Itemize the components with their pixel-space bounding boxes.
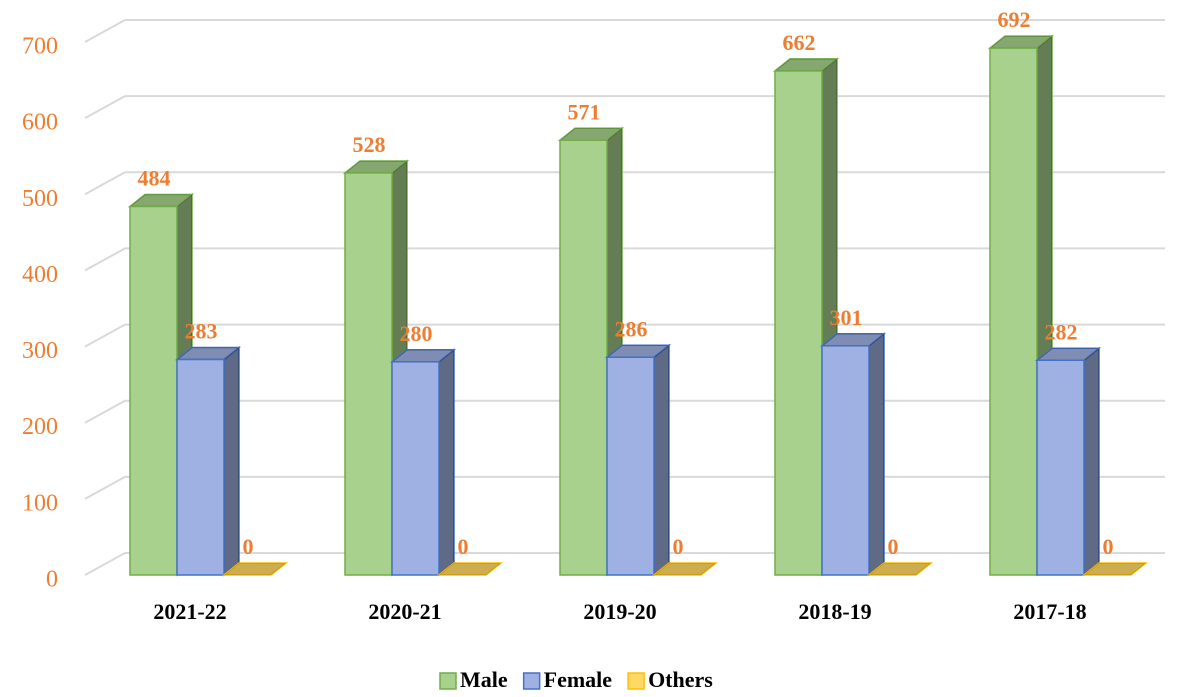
- data-label: 286: [615, 316, 648, 341]
- x-tick-label: 2018-19: [798, 599, 871, 624]
- x-tick-label: 2021-22: [153, 599, 226, 624]
- y-tick-label: 300: [22, 338, 58, 364]
- bar-side-shade: [869, 333, 884, 575]
- bar-top-shade: [869, 563, 931, 575]
- y-tick-label: 200: [22, 414, 58, 440]
- bar: [221, 562, 289, 576]
- bar-front: [129, 205, 178, 576]
- data-label: 280: [400, 321, 433, 346]
- x-tick-label: 2017-18: [1013, 599, 1086, 624]
- y-tick-label: 600: [22, 110, 58, 136]
- bar-top-shade: [560, 128, 622, 141]
- bar-top-shade: [224, 563, 286, 575]
- legend-swatch: [522, 672, 541, 690]
- data-label: 282: [1045, 319, 1078, 344]
- data-label: 0: [1103, 534, 1114, 559]
- x-tick-label: 2020-21: [368, 599, 441, 624]
- bar-front: [821, 345, 870, 576]
- bar: [436, 562, 504, 576]
- bar: [1081, 562, 1149, 576]
- data-label: 571: [568, 99, 601, 124]
- data-label: 0: [243, 534, 254, 559]
- data-label: 528: [353, 132, 386, 157]
- data-label: 662: [783, 30, 816, 55]
- data-label: 0: [458, 534, 469, 559]
- bar: [604, 343, 672, 577]
- bar-top-shade: [1037, 348, 1099, 361]
- bar-top-shade: [607, 345, 669, 358]
- bar-top: [221, 562, 289, 576]
- bar: [389, 348, 457, 577]
- bar-top-shade: [439, 563, 501, 575]
- y-tick-label: 400: [22, 262, 58, 288]
- bar-side-shade: [654, 345, 669, 575]
- data-label: 283: [185, 319, 218, 344]
- bar-top: [651, 562, 719, 576]
- legend-swatch: [627, 672, 645, 690]
- y-tick-label: 0: [46, 567, 58, 593]
- bar-top-shade: [392, 349, 454, 362]
- data-label: 301: [830, 305, 863, 330]
- bar-top: [436, 562, 504, 576]
- bar-top-shade: [1084, 563, 1146, 575]
- legend-swatch: [439, 672, 457, 690]
- data-label: 692: [998, 7, 1031, 32]
- bar-top-shade: [990, 36, 1052, 49]
- bar-front: [391, 361, 440, 576]
- bar-front: [989, 47, 1038, 576]
- x-tick-label: 2019-20: [583, 599, 656, 624]
- bar-top: [866, 562, 934, 576]
- bar-front: [774, 70, 823, 576]
- y-tick-label: 500: [22, 186, 58, 212]
- bar-front: [606, 356, 655, 576]
- grid-line: [84, 19, 1165, 43]
- y-tick-label: 100: [22, 490, 58, 516]
- bar-top: [1081, 562, 1149, 576]
- bar-top-shade: [654, 563, 716, 575]
- legend-label: Others: [648, 667, 713, 692]
- data-label: 0: [888, 534, 899, 559]
- bar-front: [559, 139, 608, 576]
- legend-label: Female: [544, 667, 613, 692]
- legend-label: Male: [460, 667, 508, 692]
- bar-side-shade: [1084, 348, 1099, 575]
- bar-top-shade: [177, 347, 239, 360]
- data-label: 0: [673, 534, 684, 559]
- bar: [651, 562, 719, 576]
- bar-front: [176, 358, 225, 576]
- bar: [1034, 346, 1102, 577]
- bar-side-shade: [439, 349, 454, 575]
- bar-side-shade: [224, 347, 239, 575]
- bar-front: [344, 172, 393, 576]
- bar: [174, 345, 242, 577]
- bar-top-shade: [822, 333, 884, 346]
- bar-front: [1036, 359, 1085, 576]
- y-tick-label: 700: [22, 34, 58, 60]
- bar-top-shade: [345, 160, 407, 173]
- bar-top-shade: [775, 58, 837, 71]
- bar-top-shade: [130, 194, 192, 207]
- bar: [819, 332, 887, 577]
- bar: [866, 562, 934, 576]
- data-label: 484: [138, 166, 171, 191]
